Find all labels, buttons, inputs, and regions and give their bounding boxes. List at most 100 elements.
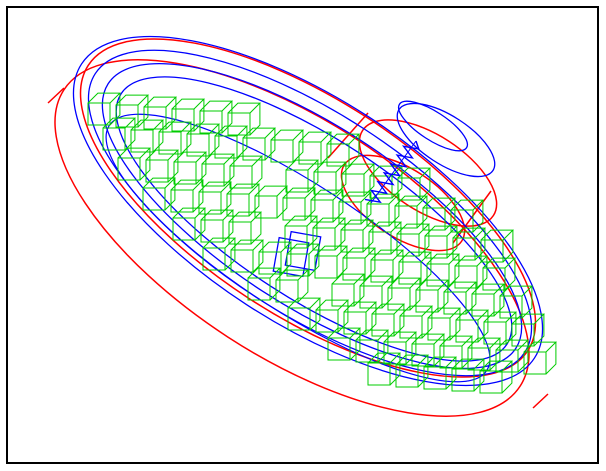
cube-top xyxy=(158,121,193,133)
cube-front xyxy=(202,247,226,271)
cube-top xyxy=(214,125,249,137)
cube-side xyxy=(249,103,261,136)
cube-top xyxy=(394,195,429,207)
cube-front xyxy=(454,265,478,289)
cube-top xyxy=(247,267,282,279)
cube-top xyxy=(198,181,233,193)
cube-array-wireframe xyxy=(87,92,558,394)
cube-top xyxy=(314,245,349,257)
cube-front xyxy=(455,319,479,343)
cube-front xyxy=(471,293,495,317)
cube-top xyxy=(343,301,378,313)
cube-top xyxy=(186,123,221,135)
cube-top xyxy=(117,147,152,159)
cube-top xyxy=(312,217,347,229)
cube-cell xyxy=(186,123,221,157)
cube-cell xyxy=(143,96,178,130)
cube-cell xyxy=(130,119,165,153)
cube-front xyxy=(226,193,250,217)
cube-top xyxy=(201,153,236,165)
cube-front xyxy=(424,235,448,259)
cube-top xyxy=(331,273,366,285)
cube-cell xyxy=(275,269,310,303)
cube-top xyxy=(411,333,446,345)
cube-front xyxy=(395,364,419,388)
cube-front xyxy=(310,199,334,223)
cube-top xyxy=(471,283,506,295)
cube-front xyxy=(228,221,252,245)
cube-cell xyxy=(342,247,377,281)
cube-front xyxy=(287,307,311,331)
cube-front xyxy=(186,133,210,157)
track-ring-3 xyxy=(101,62,523,370)
cube-front xyxy=(145,159,169,183)
cube-cell xyxy=(426,253,461,287)
cube-top xyxy=(424,225,459,237)
cube-top xyxy=(242,127,277,139)
cube-front xyxy=(427,317,451,341)
cube-front xyxy=(359,285,383,309)
cube-front xyxy=(397,177,421,201)
cube-front xyxy=(254,195,278,219)
cube-top xyxy=(395,354,430,366)
cube-top xyxy=(275,269,310,281)
cube-cell xyxy=(397,167,432,201)
cube-top xyxy=(415,279,450,291)
cube-side xyxy=(502,230,514,263)
cube-front xyxy=(285,169,309,193)
cube-top xyxy=(499,285,534,297)
cube-cell xyxy=(199,100,234,134)
cube-front xyxy=(199,110,223,134)
cube-top xyxy=(170,179,205,191)
cube-top xyxy=(200,209,235,221)
cube-front xyxy=(370,259,394,283)
cube-front xyxy=(142,187,166,211)
cube-cell xyxy=(396,223,431,257)
cube-cell xyxy=(198,181,233,215)
cube-front xyxy=(479,370,503,394)
center-frame xyxy=(272,236,310,278)
cube-front xyxy=(326,143,350,167)
cube-top xyxy=(340,219,375,231)
cube-front xyxy=(258,251,282,275)
cube-top xyxy=(313,161,348,173)
cube-top xyxy=(423,356,458,368)
cube-front xyxy=(172,217,196,241)
cube-top xyxy=(270,129,305,141)
cube-front xyxy=(115,104,139,128)
hub-ring-inner xyxy=(397,100,469,152)
cube-cell xyxy=(285,159,320,193)
cube-front xyxy=(443,291,467,315)
cube-top xyxy=(368,221,403,233)
cube-top xyxy=(439,335,474,347)
cube-top xyxy=(370,249,405,261)
cube-top xyxy=(452,227,487,239)
cube-cell xyxy=(480,229,515,263)
cube-front xyxy=(200,219,224,243)
cube-front xyxy=(242,137,266,161)
cube-top xyxy=(87,92,122,104)
spring-connector xyxy=(364,140,420,204)
cube-cell xyxy=(115,94,150,128)
cube-top xyxy=(254,185,289,197)
cube-front xyxy=(275,279,299,303)
cube-top xyxy=(326,133,361,145)
cube-front xyxy=(366,203,390,227)
cube-front xyxy=(499,295,523,319)
cube-top xyxy=(399,305,434,317)
cube-front xyxy=(312,227,336,251)
cube-cell xyxy=(511,313,546,347)
cube-side xyxy=(472,200,484,233)
cube-top xyxy=(338,191,373,203)
cube-top xyxy=(359,275,394,287)
hub-side-left xyxy=(327,112,369,159)
cube-cell xyxy=(314,245,349,279)
cube-top xyxy=(396,223,431,235)
cube-front xyxy=(87,102,111,126)
viewport-frame xyxy=(6,6,599,464)
cube-cell xyxy=(370,249,405,283)
cube-front xyxy=(247,277,271,301)
cube-top xyxy=(451,358,486,370)
spring-coil xyxy=(364,140,420,204)
cube-front xyxy=(227,112,251,136)
